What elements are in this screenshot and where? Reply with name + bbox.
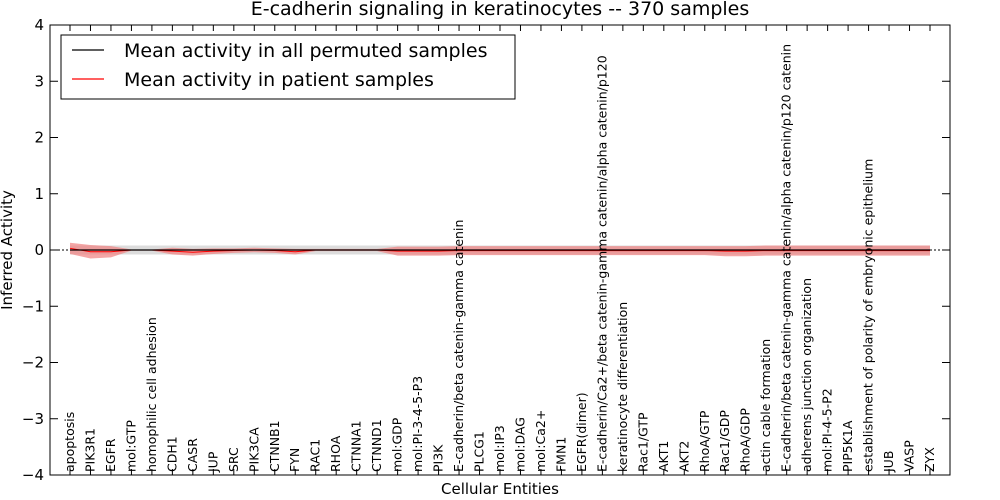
y-tick-label: 4 bbox=[34, 16, 44, 34]
y-tick-label: 0 bbox=[34, 241, 44, 259]
x-tick-label: Rac1/GDP bbox=[717, 410, 732, 472]
legend-label-0: Mean activity in all permuted samples bbox=[124, 40, 487, 62]
x-tick-label: mol:IP3 bbox=[492, 425, 507, 472]
legend-box bbox=[60, 34, 516, 100]
legend: Mean activity in all permuted samples Mea… bbox=[60, 34, 516, 100]
x-tick-label: actin cable formation bbox=[758, 339, 773, 472]
x-tick-label: RhoA/GTP bbox=[697, 410, 712, 472]
y-tick-label: 3 bbox=[34, 72, 44, 90]
x-tick-label: FYN bbox=[287, 448, 302, 472]
x-tick-label: homophilic cell adhesion bbox=[144, 317, 159, 472]
x-tick-label: establishment of polarity of embryonic e… bbox=[861, 159, 876, 472]
y-tick-label: 1 bbox=[34, 185, 44, 203]
x-tick-label: E-cadherin/Ca2+/beta catenin-gamma caten… bbox=[594, 55, 609, 472]
x-tick-label: CASR bbox=[185, 438, 200, 472]
x-tick-label: FMN1 bbox=[553, 437, 568, 472]
x-tick-label: EGFR bbox=[103, 438, 118, 472]
y-axis: −4 −3 −2 −1 0 1 2 3 4 bbox=[22, 16, 950, 484]
x-tick-label: apoptosis bbox=[62, 412, 77, 472]
y-tick-label: −3 bbox=[22, 410, 44, 428]
x-tick-label: PIK3R1 bbox=[82, 428, 97, 472]
x-axis: apoptosis PIK3R1 EGFR mol:GTP homophilic cel… bbox=[62, 25, 937, 475]
x-tick-label: ZYX bbox=[922, 447, 937, 472]
x-tick-label: mol:PI-3-4-5-P3 bbox=[410, 376, 425, 472]
x-tick-label: AKT2 bbox=[676, 441, 691, 472]
x-tick-label: mol:Ca2+ bbox=[533, 410, 548, 472]
x-tick-label: SRC bbox=[226, 447, 241, 472]
x-tick-label: JUB bbox=[881, 451, 896, 473]
x-tick-label: mol:GTP bbox=[123, 420, 138, 472]
x-axis-label: Cellular Entities bbox=[441, 480, 559, 498]
x-tick-label: JUP bbox=[205, 451, 220, 473]
x-tick-label: CTNNB1 bbox=[267, 420, 282, 472]
y-tick-label: −4 bbox=[22, 466, 44, 484]
x-tick-label: adherens junction organization bbox=[799, 278, 814, 472]
x-tick-label: EGFR(dimer) bbox=[574, 392, 589, 472]
x-tick-label: mol:DAG bbox=[512, 417, 527, 472]
x-tick-label: RhoA/GDP bbox=[738, 408, 753, 472]
x-tick-label: E-cadherin/beta catenin-gamma catenin/al… bbox=[779, 44, 794, 472]
x-tick-label: AKT1 bbox=[656, 441, 671, 472]
x-tick-label: Rac1/GTP bbox=[635, 412, 650, 472]
x-tick-label: PIP5K1A bbox=[840, 420, 855, 472]
x-tick-label: keratinocyte differentiation bbox=[615, 302, 630, 472]
x-tick-label: CTNND1 bbox=[369, 419, 384, 472]
series-lines bbox=[69, 247, 930, 253]
x-tick-label: PLCG1 bbox=[472, 431, 487, 472]
y-axis-label: Inferred Activity bbox=[0, 190, 16, 310]
x-tick-label: E-cadherin/beta catenin-gamma catenin bbox=[451, 220, 466, 472]
x-tick-label: CTNNA1 bbox=[349, 420, 364, 472]
x-tick-label: mol:GDP bbox=[390, 417, 405, 472]
x-tick-label: RHOA bbox=[328, 435, 343, 472]
x-tick-label: PI3K bbox=[431, 444, 446, 472]
chart-title: E-cadherin signaling in keratinocytes --… bbox=[251, 0, 750, 20]
legend-label-1: Mean activity in patient samples bbox=[124, 69, 434, 91]
x-tick-label: VASP bbox=[902, 440, 917, 472]
y-tick-label: −2 bbox=[22, 354, 44, 372]
x-tick-label: CDH1 bbox=[164, 436, 179, 472]
x-tick-label: RAC1 bbox=[308, 439, 323, 472]
x-tick-label: PIK3CA bbox=[246, 427, 261, 472]
y-tick-label: 2 bbox=[34, 129, 44, 147]
y-tick-label: −1 bbox=[22, 297, 44, 315]
x-tick-label: mol:PI-4-5-P2 bbox=[820, 388, 835, 472]
